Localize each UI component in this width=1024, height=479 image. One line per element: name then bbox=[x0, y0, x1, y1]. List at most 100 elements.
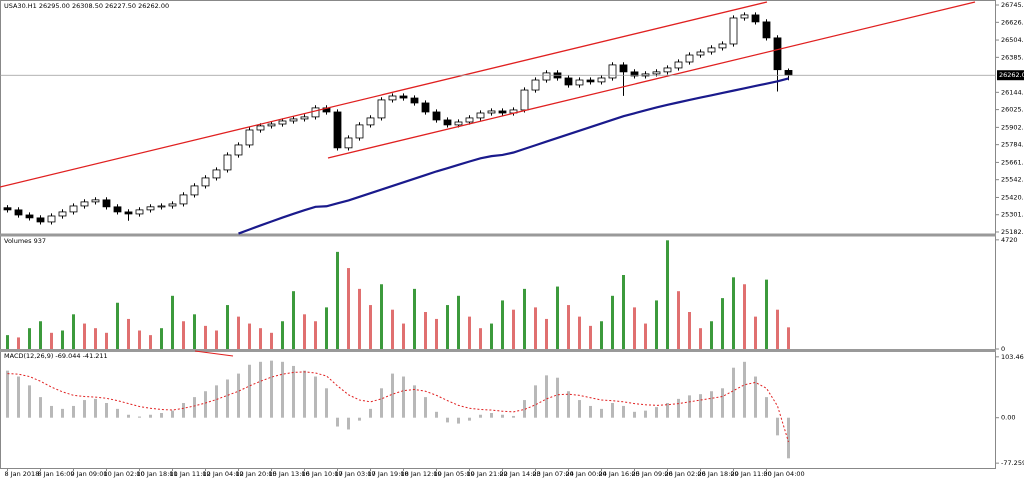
x-tick-label: 26 Jan 18:00 bbox=[698, 470, 739, 478]
candle-body bbox=[498, 110, 507, 114]
volume-bar bbox=[468, 316, 471, 349]
candle-body bbox=[201, 177, 210, 187]
candle-body bbox=[366, 117, 375, 126]
volume-bar bbox=[259, 328, 262, 349]
candle-body bbox=[25, 214, 34, 219]
candle-body bbox=[113, 206, 122, 213]
candle-body bbox=[630, 71, 639, 77]
candle-body bbox=[234, 144, 243, 156]
x-tick-label: 24 Jan 00:00 bbox=[566, 470, 607, 478]
candle-body bbox=[784, 70, 793, 76]
macd-bar bbox=[622, 405, 625, 418]
y-tick-label: 4720 bbox=[1001, 236, 1018, 244]
candle-body bbox=[388, 95, 397, 101]
candle-body bbox=[718, 43, 727, 49]
macd-bar bbox=[248, 364, 251, 418]
y-tick-label: 103.465 bbox=[1001, 353, 1024, 361]
x-tick-label: 8 Jan 2018 bbox=[5, 470, 40, 478]
x-tick-label: 10 Jan 18:00 bbox=[137, 470, 178, 478]
volume-bar bbox=[633, 307, 636, 349]
volume-bar bbox=[94, 328, 97, 349]
volume-bar bbox=[149, 335, 152, 349]
macd-bar bbox=[369, 408, 372, 418]
volume-bar bbox=[270, 332, 273, 349]
volume-bar bbox=[754, 316, 757, 349]
y-tick-label: -77.259 bbox=[1001, 459, 1024, 467]
x-tick-label: 9 Jan 09:00 bbox=[71, 470, 108, 478]
macd-bar bbox=[281, 361, 284, 418]
volume-bar bbox=[743, 284, 746, 349]
macd-bar bbox=[50, 405, 53, 418]
candle-body bbox=[212, 169, 221, 179]
macd-bar bbox=[402, 376, 405, 418]
macd-bar bbox=[259, 361, 262, 418]
candle-body bbox=[520, 89, 529, 111]
volume-bar bbox=[479, 328, 482, 349]
macd-bar bbox=[490, 413, 493, 418]
candle-body bbox=[69, 205, 78, 213]
macd-bar bbox=[501, 414, 504, 418]
macd-bar bbox=[534, 385, 537, 418]
volume-bar bbox=[424, 312, 427, 349]
macd-bar bbox=[391, 373, 394, 418]
candle-body bbox=[421, 102, 430, 113]
volume-bar bbox=[72, 314, 75, 349]
volume-bar bbox=[116, 302, 119, 349]
volume-bar bbox=[325, 307, 328, 349]
volume-bar bbox=[402, 323, 405, 349]
volume-bar bbox=[622, 275, 625, 349]
macd-bar bbox=[578, 400, 581, 418]
candle-body bbox=[619, 64, 628, 73]
candle-body bbox=[685, 54, 694, 63]
candle-body bbox=[674, 61, 683, 69]
volume-title: Volumes 937 bbox=[4, 237, 46, 245]
candle-body bbox=[14, 209, 23, 216]
macd-bar bbox=[380, 388, 383, 418]
y-tick-label: 25301.70 bbox=[1001, 211, 1024, 219]
candle-body bbox=[542, 72, 551, 81]
macd-bar bbox=[72, 405, 75, 418]
x-tick-label: 24 Jan 16:00 bbox=[599, 470, 640, 478]
y-tick-label: 25902.90 bbox=[1001, 123, 1024, 131]
volume-bar bbox=[534, 307, 537, 349]
volume-bar bbox=[446, 305, 449, 349]
macd-bar bbox=[127, 414, 130, 418]
macd-bar bbox=[776, 417, 779, 436]
macd-bar bbox=[94, 398, 97, 418]
candle-body bbox=[47, 215, 56, 223]
macd-bar bbox=[468, 417, 471, 421]
x-tick-label: 22 Jan 14:00 bbox=[500, 470, 541, 478]
volume-bar bbox=[765, 279, 768, 349]
macd-bar bbox=[479, 414, 482, 418]
macd-bar bbox=[160, 413, 163, 418]
volume-bar bbox=[215, 330, 218, 349]
macd-bar bbox=[413, 385, 416, 418]
y-tick-label: 0.00 bbox=[1001, 414, 1015, 422]
candle-body bbox=[663, 67, 672, 73]
x-tick-label: 25 Jan 09:00 bbox=[632, 470, 673, 478]
volume-bar bbox=[490, 323, 493, 349]
candle-body bbox=[355, 124, 364, 139]
macd-bar bbox=[303, 370, 306, 418]
candle-body bbox=[223, 154, 232, 171]
candle-body bbox=[652, 71, 661, 75]
candle-body bbox=[135, 209, 144, 215]
candle-body bbox=[377, 99, 386, 119]
macd-bar bbox=[633, 411, 636, 418]
volume-bar bbox=[666, 240, 669, 349]
x-tick-label: 15 Jan 13:00 bbox=[269, 470, 310, 478]
macd-bar bbox=[710, 391, 713, 418]
channel-line bbox=[327, 1, 976, 159]
volume-bar bbox=[17, 337, 20, 349]
x-tick-label: 19 Jan 21:00 bbox=[467, 470, 508, 478]
volume-bar bbox=[732, 277, 735, 349]
x-tick-label: 17 Jan 19:00 bbox=[368, 470, 409, 478]
candle-body bbox=[157, 205, 166, 208]
x-tick-label: 10 Jan 02:00 bbox=[104, 470, 145, 478]
candle-body bbox=[762, 21, 771, 39]
candle-body bbox=[256, 125, 265, 131]
current-price-box bbox=[997, 70, 1024, 81]
macd-bar bbox=[28, 385, 31, 418]
volume-bar bbox=[182, 321, 185, 349]
y-tick-label: 0 bbox=[1001, 345, 1005, 353]
